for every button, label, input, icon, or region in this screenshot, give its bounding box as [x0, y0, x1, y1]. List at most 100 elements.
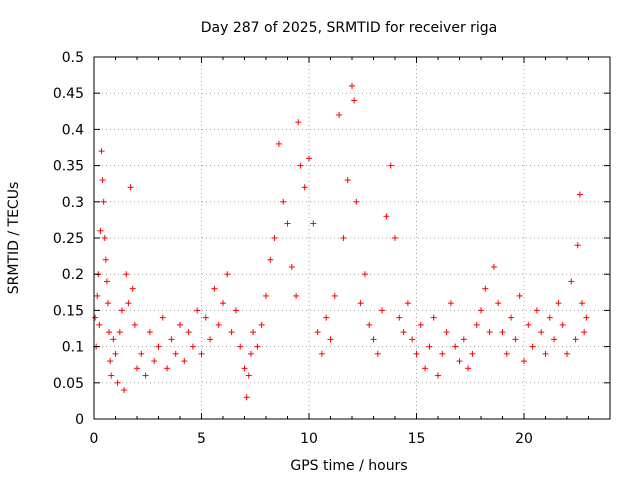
- data-point: [245, 372, 252, 379]
- x-tick-label: 15: [408, 431, 426, 447]
- data-point: [106, 329, 113, 336]
- data-point: [422, 365, 429, 372]
- data-point: [94, 292, 101, 299]
- x-tick-label: 0: [90, 431, 99, 447]
- data-point: [232, 307, 239, 314]
- y-tick-label: 0.3: [62, 195, 84, 211]
- data-point: [473, 321, 480, 328]
- data-point: [241, 365, 248, 372]
- data-point: [168, 336, 175, 343]
- data-point: [228, 329, 235, 336]
- data-point: [340, 235, 347, 241]
- data-point: [529, 343, 536, 350]
- data-point: [98, 148, 105, 155]
- data-point: [258, 321, 265, 328]
- data-point: [211, 285, 218, 292]
- data-point: [138, 350, 145, 357]
- data-point: [237, 343, 244, 350]
- data-point: [293, 292, 300, 299]
- data-point: [108, 372, 115, 379]
- data-point: [215, 321, 222, 328]
- data-point: [564, 350, 570, 357]
- y-tick-label: 0.2: [62, 267, 84, 283]
- data-point: [96, 321, 103, 328]
- data-point: [288, 263, 295, 270]
- data-point: [134, 365, 140, 372]
- y-tick-label: 0: [75, 412, 84, 428]
- data-point: [430, 314, 437, 321]
- axis-ticks: [93, 56, 610, 420]
- y-tick-label: 0.5: [62, 50, 84, 66]
- data-point: [521, 358, 527, 365]
- data-point: [349, 82, 355, 89]
- data-point: [92, 314, 99, 321]
- data-point: [189, 343, 196, 350]
- data-point: [413, 350, 420, 357]
- data-point: [110, 336, 117, 343]
- data-point: [387, 162, 394, 169]
- data-point: [220, 300, 226, 307]
- y-tick-label: 0.05: [53, 376, 84, 392]
- data-point: [331, 292, 338, 299]
- x-tick-label: 10: [300, 431, 318, 447]
- data-point: [198, 350, 205, 357]
- data-point: [101, 235, 108, 241]
- data-point: [525, 321, 532, 328]
- data-point: [116, 329, 123, 336]
- data-point: [172, 350, 179, 357]
- data-point: [247, 350, 254, 357]
- data-point: [151, 358, 158, 365]
- data-point: [284, 220, 291, 227]
- y-tick-label: 0.15: [53, 303, 84, 319]
- data-point: [301, 184, 308, 191]
- data-point: [142, 372, 149, 379]
- data-point: [118, 307, 125, 314]
- data-point: [306, 155, 312, 162]
- data-point: [542, 350, 549, 357]
- data-point: [503, 350, 510, 357]
- data-point: [361, 271, 368, 278]
- data-point: [102, 256, 109, 263]
- data-point: [417, 321, 424, 328]
- data-point: [275, 140, 282, 147]
- data-point: [533, 307, 540, 314]
- data-point: [357, 300, 364, 307]
- data-point: [327, 336, 334, 343]
- data-point: [155, 343, 162, 350]
- data-point: [280, 198, 287, 205]
- x-axis-label: GPS time / hours: [290, 458, 407, 474]
- data-point: [254, 343, 261, 350]
- data-point: [295, 119, 302, 126]
- y-tick-label: 0.1: [62, 340, 84, 356]
- data-point: [114, 379, 121, 386]
- x-tick-label: 5: [197, 431, 206, 447]
- data-point: [207, 336, 214, 343]
- data-point: [443, 329, 450, 336]
- data-point: [271, 235, 278, 241]
- data-point: [409, 336, 416, 343]
- data-point: [404, 300, 411, 307]
- plot-frame: [93, 56, 611, 420]
- data-point: [129, 285, 136, 292]
- data-point: [516, 292, 523, 299]
- data-point: [353, 198, 360, 205]
- data-point: [568, 278, 575, 285]
- data-point: [551, 336, 558, 343]
- x-tick-label: 20: [515, 431, 533, 447]
- data-point: [127, 184, 134, 191]
- y-tick-label: 0.35: [53, 159, 84, 175]
- data-point: [581, 329, 588, 336]
- y-tick-label: 0.4: [62, 122, 84, 138]
- data-point: [310, 220, 317, 227]
- data-point: [366, 321, 373, 328]
- data-point: [100, 198, 107, 205]
- data-point: [181, 358, 188, 365]
- data-point: [490, 263, 497, 270]
- data-point: [538, 329, 545, 336]
- data-point: [164, 365, 171, 372]
- data-point: [344, 177, 351, 184]
- data-point: [499, 329, 506, 336]
- data-point: [392, 235, 398, 241]
- data-point: [243, 394, 250, 401]
